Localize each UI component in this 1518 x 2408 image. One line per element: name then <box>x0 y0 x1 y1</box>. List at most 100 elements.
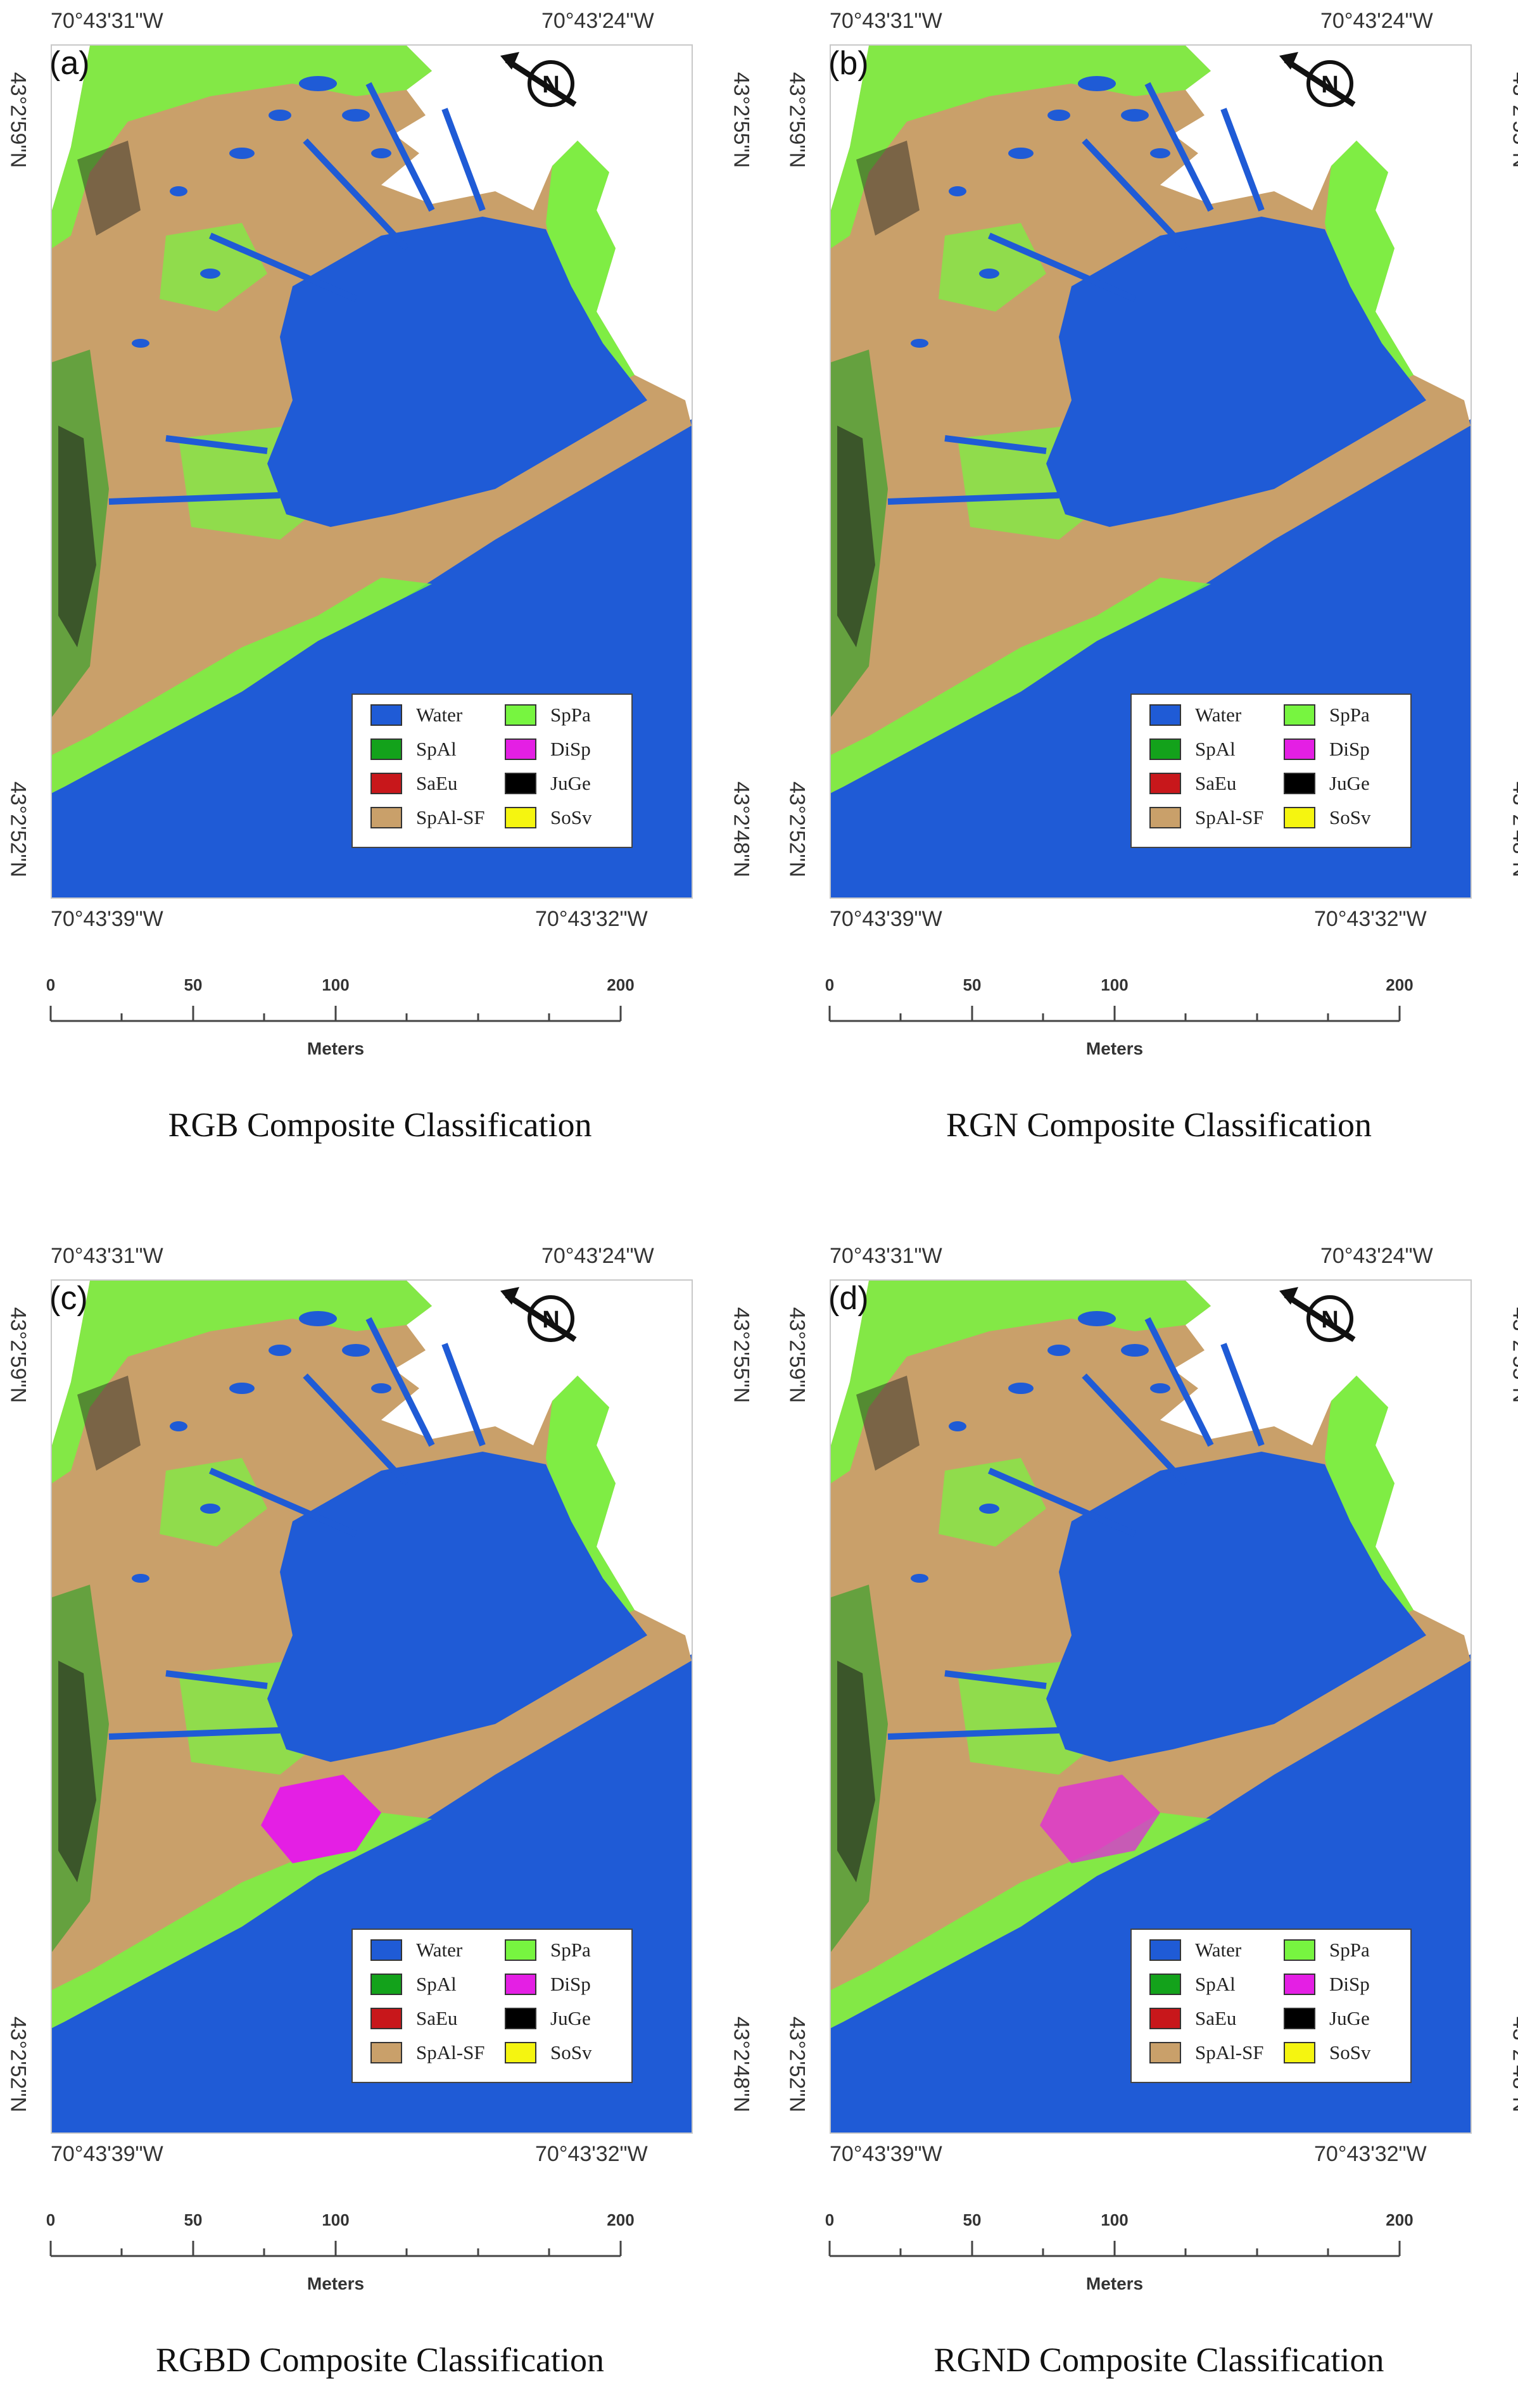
panel-caption: RGN Composite Classification <box>946 1106 1372 1144</box>
scale-bar-graphic <box>828 1006 1401 1022</box>
legend-item-sosv: SoSv <box>505 2039 591 2067</box>
svg-text:N: N <box>542 1307 559 1333</box>
tidal-channels <box>887 1317 1265 1740</box>
legend: Water SpAl SaEu SpAl-SF SpPa DiSp JuGe SoSv <box>1130 694 1412 848</box>
legend-swatch <box>1284 704 1315 726</box>
scale-bar: 0 50 100 200 Meters <box>6 2210 754 2312</box>
marsh-sppa-fringe <box>831 46 1211 248</box>
legend-label: SpPa <box>550 1939 591 1961</box>
marsh-juge-west <box>58 426 96 647</box>
ponds <box>911 1311 1170 1583</box>
map-panel-a: 70°43'31"W 70°43'24"W 43°2'59"N 43°2'52"… <box>6 0 754 1172</box>
legend-swatch <box>505 1939 536 1961</box>
coord-bottom-left: 70°43'39"W <box>830 2142 942 2166</box>
legend-item-spal: SpAl <box>1149 735 1236 763</box>
scale-tick-100: 100 <box>1101 2210 1129 2229</box>
marsh-sppa-fringe <box>831 1281 1211 1483</box>
legend-swatch <box>370 1974 402 1995</box>
marsh-sppa-fringe <box>52 1281 432 1483</box>
legend-label: Water <box>1195 1939 1242 1961</box>
legend-label: Water <box>416 1939 463 1961</box>
panel-label: (b) <box>828 45 869 82</box>
legend-item-sosv: SoSv <box>505 804 591 832</box>
coord-bottom-right: 70°43'32"W <box>1314 907 1427 931</box>
scale-bar-graphic <box>49 1006 622 1022</box>
legend-swatch <box>1284 2042 1315 2063</box>
legend-label: SaEu <box>416 772 458 794</box>
legend-swatch <box>1149 773 1181 794</box>
legend-label: SaEu <box>1195 2007 1237 2029</box>
panel-label: (c) <box>49 1280 88 1317</box>
legend-label: DiSp <box>550 1973 591 1995</box>
legend: Water SpAl SaEu SpAl-SF SpPa DiSp JuGe SoSv <box>351 694 633 848</box>
coord-bottom-right: 70°43'32"W <box>1314 2142 1427 2166</box>
scale-tick-100: 100 <box>322 975 350 994</box>
legend-label: JuGe <box>550 772 591 794</box>
legend-item-saeu: SaEu <box>1149 2005 1236 2032</box>
north-arrow-icon: N <box>500 52 577 107</box>
marsh-juge-west <box>837 426 875 647</box>
legend-item-sosv: SoSv <box>1284 804 1370 832</box>
legend-label: SpAl <box>416 1973 457 1995</box>
coord-right-bottom: 43°2'48"N <box>729 2016 754 2113</box>
legend-item-juge: JuGe <box>505 770 591 797</box>
marsh-sppa-east <box>546 141 635 388</box>
legend-item-juge: JuGe <box>1284 770 1370 797</box>
marsh-sppa-south <box>52 1813 432 2028</box>
tidal-channels <box>108 82 486 505</box>
legend-item-sppa: SpPa <box>505 1936 591 1964</box>
coord-top-left: 70°43'31"W <box>830 9 942 33</box>
scale-tick-50: 50 <box>963 975 982 994</box>
legend-label: Water <box>1195 704 1242 726</box>
panel-caption: RGBD Composite Classification <box>156 2341 604 2379</box>
legend-swatch <box>1284 1939 1315 1961</box>
legend-label: SoSv <box>1329 806 1371 828</box>
legend-swatch <box>505 2042 536 2063</box>
map-panel-b: 70°43'31"W 70°43'24"W 43°2'59"N 43°2'52"… <box>785 0 1518 1172</box>
marsh-juge-west <box>58 1661 96 1882</box>
bay-water <box>1046 217 1426 527</box>
scale-bar-graphic <box>828 2241 1401 2257</box>
legend-label: SoSv <box>550 2041 592 2063</box>
legend-item-spal-sf: SpAl-SF <box>1149 804 1264 832</box>
scale-tick-200: 200 <box>1386 975 1414 994</box>
legend-label: SpPa <box>550 704 591 726</box>
legend-label: SpAl-SF <box>1195 806 1264 828</box>
coord-left-bottom: 43°2'52"N <box>785 2016 809 2113</box>
coord-right-top: 43°2'55"N <box>1508 1307 1518 1404</box>
scale-tick-50: 50 <box>184 975 203 994</box>
coord-bottom-right: 70°43'32"W <box>535 907 648 931</box>
legend-swatch <box>1284 2008 1315 2029</box>
panel-label: (d) <box>828 1280 869 1317</box>
scale-unit: Meters <box>1085 1039 1144 1058</box>
marsh-sppa-patch-1 <box>939 1458 1046 1547</box>
legend-swatch <box>1149 704 1181 726</box>
svg-text:N: N <box>1321 72 1338 98</box>
legend-swatch <box>1149 1939 1181 1961</box>
tidal-channels <box>108 1317 486 1740</box>
legend-item-water: Water <box>1149 701 1241 729</box>
legend-item-spal-sf: SpAl-SF <box>1149 2039 1264 2067</box>
legend-label: SaEu <box>1195 772 1237 794</box>
scale-tick-100: 100 <box>1101 975 1129 994</box>
scale-tick-200: 200 <box>1386 2210 1414 2229</box>
coord-left-top: 43°2'59"N <box>785 1307 809 1404</box>
legend-swatch <box>1284 738 1315 760</box>
marsh-juge-north <box>856 141 920 236</box>
legend-swatch <box>1149 738 1181 760</box>
marsh-juge-north <box>77 1376 141 1471</box>
marsh-sppa-east <box>1325 141 1414 388</box>
marsh-sppa-east <box>546 1376 635 1623</box>
classification-map <box>52 1281 692 2132</box>
legend-item-saeu: SaEu <box>370 2005 457 2032</box>
marsh-sppa-east <box>1325 1376 1414 1623</box>
legend-label: SpAl <box>1195 1973 1236 1995</box>
legend-label: DiSp <box>550 738 591 760</box>
legend-item-juge: JuGe <box>1284 2005 1370 2032</box>
coord-top-right: 70°43'24"W <box>541 1244 654 1268</box>
legend-item-spal: SpAl <box>370 1970 457 1998</box>
marsh-disp-patch <box>1040 1775 1160 1863</box>
bay-water <box>267 1452 647 1762</box>
legend-item-sosv: SoSv <box>1284 2039 1370 2067</box>
legend-item-disp: DiSp <box>1284 735 1370 763</box>
